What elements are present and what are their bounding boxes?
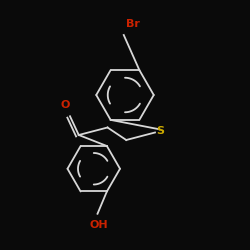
Text: O: O <box>61 100 70 110</box>
Text: Br: Br <box>126 19 140 29</box>
Text: S: S <box>156 126 164 136</box>
Text: OH: OH <box>90 220 108 230</box>
